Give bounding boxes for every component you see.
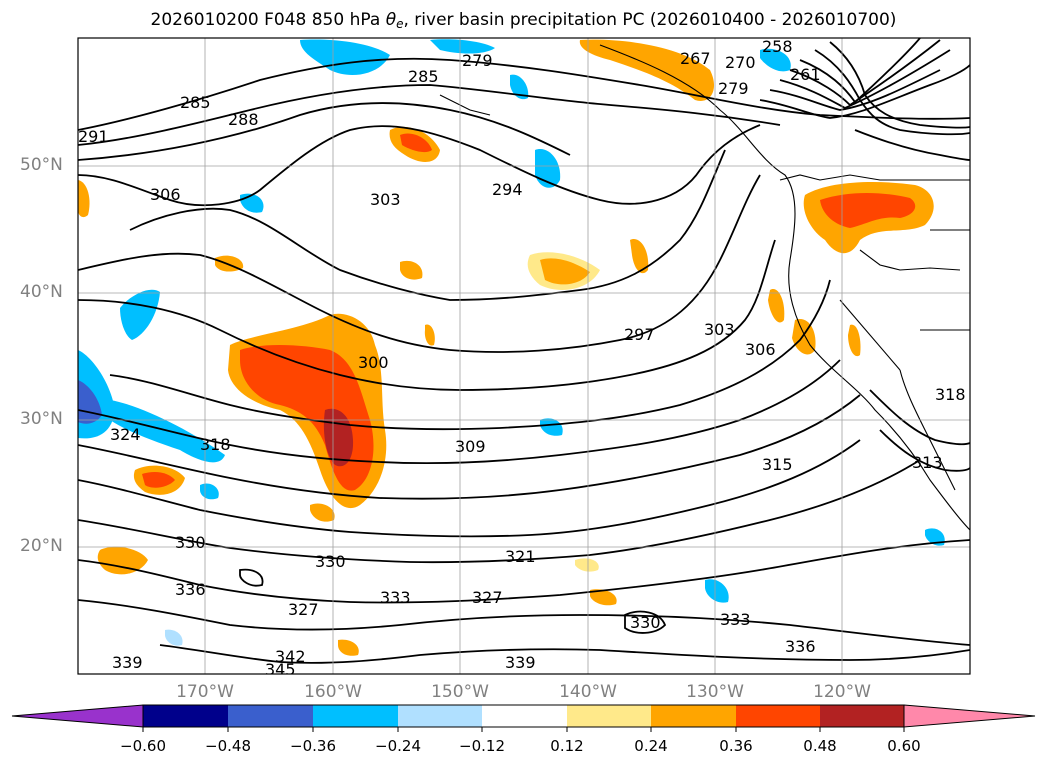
plot-area [78, 38, 970, 674]
colorbar-tick-label: 0.48 [803, 737, 837, 755]
colorbar-tick-label: 0.24 [634, 737, 668, 755]
coastlines [439, 44, 970, 531]
lat-label: 50°N [20, 155, 63, 175]
contour-labels: 285 288 291 279 285 306 303 294 297 303 … [78, 37, 966, 679]
plot-border [77, 37, 971, 675]
lon-label: 150°W [431, 682, 489, 702]
contour-label: 318 [200, 435, 231, 454]
colorbar-bin [567, 705, 651, 727]
contour-label: 333 [720, 610, 751, 629]
lon-label: 170°W [176, 682, 234, 702]
contour-label: 291 [78, 127, 109, 146]
chart-title: 2026010200 F048 850 hPa θe, river basin … [150, 10, 897, 31]
colorbar [11, 704, 1036, 732]
contour-label: 333 [380, 588, 411, 607]
colorbar-tick-label: −0.24 [375, 737, 421, 755]
contour-label: 321 [505, 547, 536, 566]
contour-label: 303 [704, 320, 735, 339]
contour-label: 285 [408, 67, 439, 86]
grid-lines [78, 38, 970, 674]
colorbar-bin [651, 705, 736, 727]
contour-label: 345 [265, 660, 296, 679]
contour-label: 327 [472, 588, 503, 607]
contour-label: 306 [150, 185, 181, 204]
contour-label: 279 [718, 79, 749, 98]
lat-label: 20°N [20, 536, 63, 556]
colorbar-tick-label: −0.48 [205, 737, 251, 755]
theta-e-contours [78, 38, 970, 664]
contour-label: 279 [462, 51, 493, 70]
contour-label: 330 [175, 533, 206, 552]
contour-label: 336 [785, 637, 816, 656]
lon-label: 120°W [813, 682, 871, 702]
contour-label: 267 [680, 49, 711, 68]
contour-label: 300 [358, 353, 389, 372]
contour-label: 309 [455, 437, 486, 456]
contour-label: 315 [762, 455, 793, 474]
contour-label: 330 [630, 613, 661, 632]
contour-label: 294 [492, 180, 523, 199]
contour-label: 258 [762, 37, 793, 56]
colorbar-bin [228, 705, 313, 727]
colorbar-extend-high [903, 704, 1036, 728]
colorbar-tick-label: 0.60 [887, 737, 921, 755]
lon-label: 140°W [559, 682, 617, 702]
colorbar-tick-label: −0.36 [290, 737, 336, 755]
colorbar-bin [482, 705, 567, 727]
colorbar-extend-low [11, 704, 144, 728]
lon-label: 160°W [304, 682, 362, 702]
lon-label: 130°W [686, 682, 744, 702]
colorbar-bin [820, 705, 904, 727]
colorbar-tick-label: 0.12 [550, 737, 584, 755]
colorbar-bin [736, 705, 820, 727]
positive-precip-anomalies [78, 39, 934, 656]
contour-label: 324 [110, 425, 141, 444]
contour-label: 288 [228, 110, 259, 129]
colorbar-tick-label: −0.60 [120, 737, 166, 755]
colorbar-bin [398, 705, 482, 727]
contour-label: 285 [180, 93, 211, 112]
contour-label: 336 [175, 580, 206, 599]
contour-label: 318 [935, 385, 966, 404]
contour-label: 313 [912, 453, 943, 472]
contour-label: 306 [745, 340, 776, 359]
contour-label: 339 [505, 653, 536, 672]
contour-label: 342 [275, 647, 306, 666]
contour-label: 330 [315, 552, 346, 571]
colorbar-bin [143, 705, 228, 727]
lat-label: 40°N [20, 282, 63, 302]
colorbar-bin [313, 705, 398, 727]
colorbar-tick-label: −0.12 [459, 737, 505, 755]
contour-label: 270 [725, 53, 756, 72]
contour-label: 297 [624, 325, 655, 344]
contour-label: 339 [112, 653, 143, 672]
lat-label: 30°N [20, 409, 63, 429]
colorbar-tick-label: 0.36 [719, 737, 753, 755]
contour-label: 303 [370, 190, 401, 209]
contour-label: 261 [790, 65, 821, 84]
contour-label: 327 [288, 600, 319, 619]
